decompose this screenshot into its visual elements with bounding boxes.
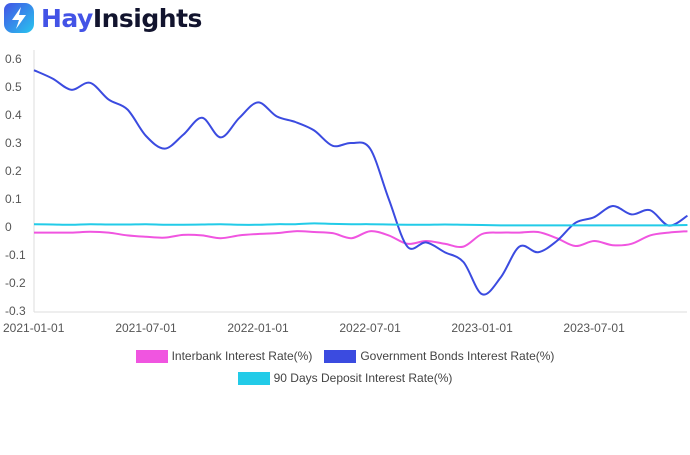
x-tick-label: 2023-01-01 bbox=[451, 321, 513, 335]
logo-icon bbox=[4, 3, 34, 33]
y-tick-label: 0.3 bbox=[5, 136, 22, 150]
brand-name: HayInsights bbox=[41, 4, 202, 33]
legend: Interbank Interest Rate(%) Government Bo… bbox=[0, 347, 690, 387]
y-tick-label: 0.1 bbox=[5, 192, 22, 206]
legend-item-government-bonds[interactable]: Government Bonds Interest Rate(%) bbox=[324, 349, 554, 363]
y-tick-label: 0 bbox=[5, 220, 12, 234]
brand-name-part1: Hay bbox=[41, 3, 93, 33]
legend-item-90-days-deposit[interactable]: 90 Days Deposit Interest Rate(%) bbox=[237, 371, 453, 385]
y-tick-label: 0.6 bbox=[5, 52, 22, 66]
x-tick-label: 2021-07-01 bbox=[115, 321, 177, 335]
x-tick-label: 2023-07-01 bbox=[563, 321, 625, 335]
y-tick-label: 0.2 bbox=[5, 164, 22, 178]
series-line-1 bbox=[33, 69, 688, 296]
series-line-2 bbox=[33, 222, 688, 227]
series-line-0 bbox=[33, 230, 688, 248]
y-tick-label: -0.1 bbox=[5, 248, 26, 262]
y-tick-label: -0.3 bbox=[5, 304, 26, 318]
x-tick-label: 2022-07-01 bbox=[339, 321, 401, 335]
brand-name-part2: Insights bbox=[92, 3, 203, 33]
legend-label: Interbank Interest Rate(%) bbox=[171, 349, 313, 363]
x-tick-label: 2021-01-01 bbox=[3, 321, 65, 335]
y-tick-label: -0.2 bbox=[5, 276, 26, 290]
legend-label: Government Bonds Interest Rate(%) bbox=[360, 349, 555, 363]
legend-swatch bbox=[135, 349, 168, 363]
x-tick-label: 2022-01-01 bbox=[227, 321, 289, 335]
line-chart: 0.6 0.5 0.4 0.3 0.2 0.1 0 -0.1 -0.2 -0.3 2021-01-… bbox=[3, 50, 688, 335]
legend-swatch bbox=[237, 371, 270, 385]
legend-label: 90 Days Deposit Interest Rate(%) bbox=[273, 371, 453, 385]
y-tick-label: 0.4 bbox=[5, 108, 22, 122]
legend-item-interbank[interactable]: Interbank Interest Rate(%) bbox=[135, 349, 313, 363]
logo: HayInsights bbox=[2, 0, 202, 36]
legend-swatch bbox=[324, 349, 357, 363]
y-tick-label: 0.5 bbox=[5, 80, 22, 94]
